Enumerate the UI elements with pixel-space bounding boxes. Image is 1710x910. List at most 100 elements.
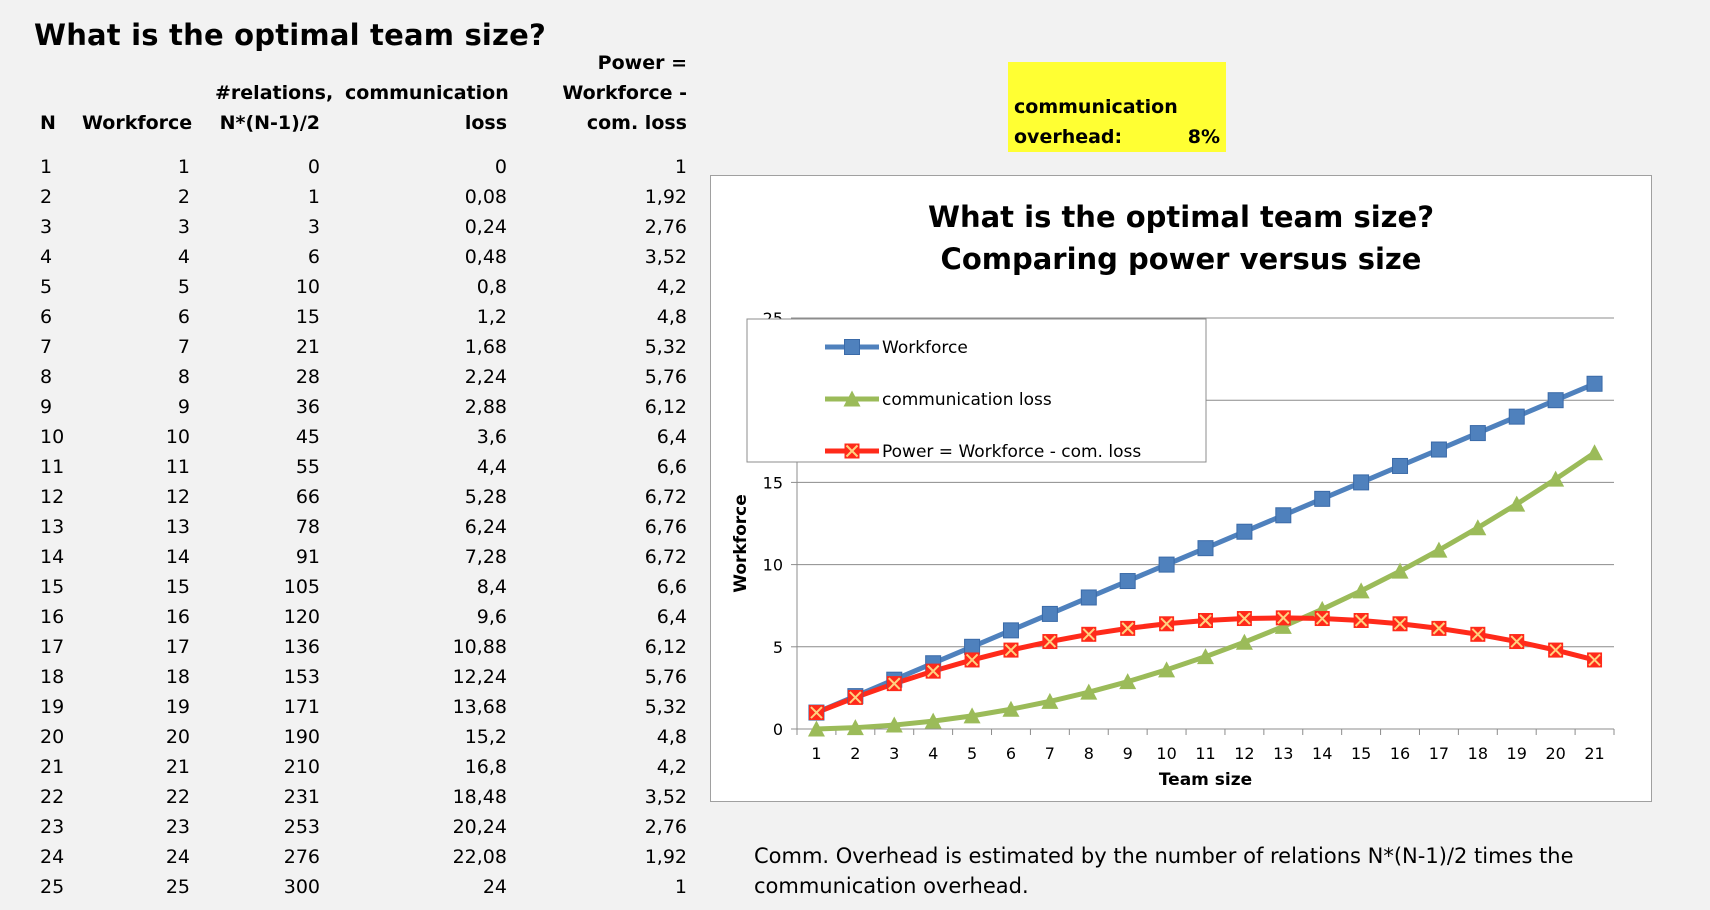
- cell-n[interactable]: 25: [40, 876, 65, 898]
- cell-relations[interactable]: 3: [307, 216, 320, 238]
- cell-power[interactable]: 1: [674, 156, 687, 178]
- cell-power[interactable]: 1: [674, 876, 687, 898]
- cell-workforce[interactable]: 21: [165, 756, 190, 778]
- cell-workforce[interactable]: 12: [165, 486, 190, 508]
- cell-relations[interactable]: 78: [295, 516, 320, 538]
- cell-n[interactable]: 22: [40, 786, 65, 808]
- cell-workforce[interactable]: 2: [177, 186, 190, 208]
- cell-n[interactable]: 16: [40, 606, 65, 628]
- cell-relations[interactable]: 66: [295, 486, 320, 508]
- cell-relations[interactable]: 136: [283, 636, 320, 658]
- cell-n[interactable]: 5: [40, 276, 53, 298]
- cell-n[interactable]: 10: [40, 426, 65, 448]
- cell-workforce[interactable]: 16: [165, 606, 190, 628]
- cell-n[interactable]: 21: [40, 756, 65, 778]
- cell-power[interactable]: 4,8: [656, 726, 687, 748]
- cell-power[interactable]: 6,12: [644, 636, 687, 658]
- cell-n[interactable]: 7: [40, 336, 53, 358]
- cell-power[interactable]: 6,72: [644, 486, 687, 508]
- cell-relations[interactable]: 210: [283, 756, 320, 778]
- cell-workforce[interactable]: 6: [177, 306, 190, 328]
- cell-workforce[interactable]: 23: [165, 816, 190, 838]
- cell-relations[interactable]: 10: [295, 276, 320, 298]
- cell-power[interactable]: 5,32: [644, 336, 687, 358]
- cell-workforce[interactable]: 5: [177, 276, 190, 298]
- cell-power[interactable]: 6,6: [656, 576, 687, 598]
- cell-comm-loss[interactable]: 1,2: [476, 306, 507, 328]
- cell-n[interactable]: 2: [40, 186, 53, 208]
- cell-comm-loss[interactable]: 5,28: [464, 486, 507, 508]
- cell-power[interactable]: 6,4: [656, 606, 687, 628]
- cell-power[interactable]: 5,32: [644, 696, 687, 718]
- cell-relations[interactable]: 21: [295, 336, 320, 358]
- cell-workforce[interactable]: 11: [165, 456, 190, 478]
- cell-n[interactable]: 20: [40, 726, 65, 748]
- overhead-box[interactable]: communication overhead: 8%: [1008, 62, 1226, 152]
- cell-relations[interactable]: 190: [283, 726, 320, 748]
- cell-workforce[interactable]: 4: [177, 246, 190, 268]
- cell-power[interactable]: 6,76: [644, 516, 687, 538]
- cell-relations[interactable]: 120: [283, 606, 320, 628]
- cell-workforce[interactable]: 7: [177, 336, 190, 358]
- overhead-value[interactable]: 8%: [1187, 126, 1220, 148]
- cell-workforce[interactable]: 25: [165, 876, 190, 898]
- cell-relations[interactable]: 15: [295, 306, 320, 328]
- cell-comm-loss[interactable]: 0,08: [464, 186, 507, 208]
- cell-comm-loss[interactable]: 13,68: [452, 696, 507, 718]
- cell-relations[interactable]: 300: [283, 876, 320, 898]
- cell-power[interactable]: 4,2: [656, 276, 687, 298]
- cell-relations[interactable]: 0: [307, 156, 320, 178]
- cell-n[interactable]: 18: [40, 666, 65, 688]
- cell-comm-loss[interactable]: 18,48: [452, 786, 507, 808]
- cell-workforce[interactable]: 10: [165, 426, 190, 448]
- cell-n[interactable]: 9: [40, 396, 53, 418]
- cell-power[interactable]: 6,6: [656, 456, 687, 478]
- cell-relations[interactable]: 28: [295, 366, 320, 388]
- cell-power[interactable]: 4,8: [656, 306, 687, 328]
- cell-comm-loss[interactable]: 8,4: [476, 576, 507, 598]
- cell-comm-loss[interactable]: 10,88: [452, 636, 507, 658]
- cell-comm-loss[interactable]: 0,48: [464, 246, 507, 268]
- cell-workforce[interactable]: 22: [165, 786, 190, 808]
- cell-comm-loss[interactable]: 15,2: [464, 726, 507, 748]
- cell-workforce[interactable]: 13: [165, 516, 190, 538]
- cell-workforce[interactable]: 24: [165, 846, 190, 868]
- cell-comm-loss[interactable]: 16,8: [464, 756, 507, 778]
- cell-power[interactable]: 6,4: [656, 426, 687, 448]
- cell-comm-loss[interactable]: 0,8: [476, 276, 507, 298]
- cell-relations[interactable]: 1: [307, 186, 320, 208]
- cell-comm-loss[interactable]: 12,24: [452, 666, 507, 688]
- cell-workforce[interactable]: 15: [165, 576, 190, 598]
- cell-n[interactable]: 12: [40, 486, 65, 508]
- cell-power[interactable]: 5,76: [644, 366, 687, 388]
- cell-n[interactable]: 13: [40, 516, 65, 538]
- cell-relations[interactable]: 105: [283, 576, 320, 598]
- cell-n[interactable]: 14: [40, 546, 65, 568]
- cell-comm-loss[interactable]: 6,24: [464, 516, 507, 538]
- cell-workforce[interactable]: 19: [165, 696, 190, 718]
- cell-comm-loss[interactable]: 24: [482, 876, 507, 898]
- cell-n[interactable]: 19: [40, 696, 65, 718]
- cell-comm-loss[interactable]: 2,88: [464, 396, 507, 418]
- cell-power[interactable]: 3,52: [644, 786, 687, 808]
- cell-power[interactable]: 2,76: [644, 816, 687, 838]
- cell-relations[interactable]: 45: [295, 426, 320, 448]
- cell-comm-loss[interactable]: 4,4: [476, 456, 507, 478]
- cell-power[interactable]: 4,2: [656, 756, 687, 778]
- cell-comm-loss[interactable]: 2,24: [464, 366, 507, 388]
- cell-n[interactable]: 8: [40, 366, 53, 388]
- cell-relations[interactable]: 253: [283, 816, 320, 838]
- cell-n[interactable]: 1: [40, 156, 53, 178]
- cell-n[interactable]: 24: [40, 846, 65, 868]
- cell-workforce[interactable]: 20: [165, 726, 190, 748]
- cell-relations[interactable]: 276: [283, 846, 320, 868]
- cell-n[interactable]: 3: [40, 216, 53, 238]
- cell-workforce[interactable]: 14: [165, 546, 190, 568]
- cell-workforce[interactable]: 18: [165, 666, 190, 688]
- cell-relations[interactable]: 36: [295, 396, 320, 418]
- cell-power[interactable]: 6,12: [644, 396, 687, 418]
- cell-comm-loss[interactable]: 0,24: [464, 216, 507, 238]
- cell-relations[interactable]: 231: [283, 786, 320, 808]
- cell-n[interactable]: 11: [40, 456, 65, 478]
- cell-comm-loss[interactable]: 20,24: [452, 816, 507, 838]
